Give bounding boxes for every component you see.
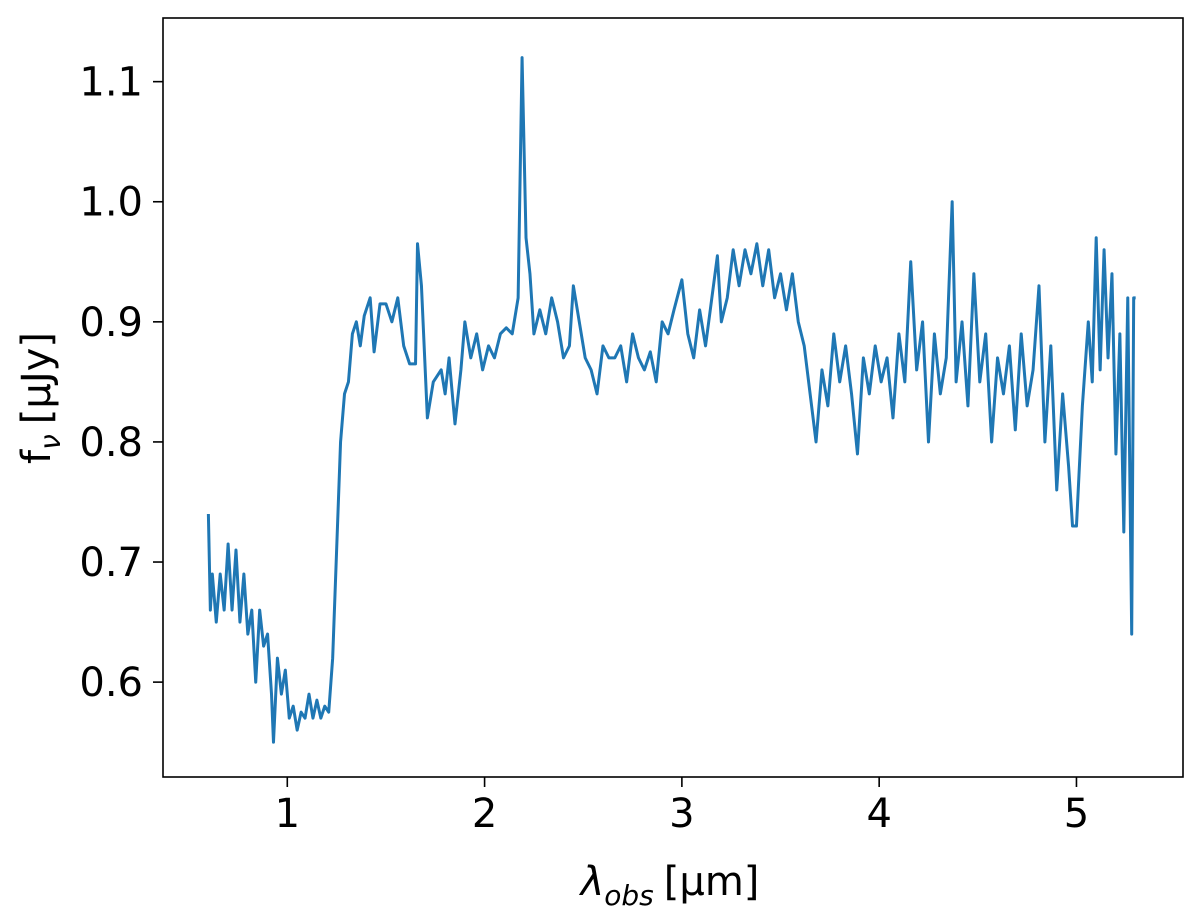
x-axis-label: λobs [μm] (579, 859, 760, 912)
y-tick-label: 1.0 (79, 180, 143, 226)
spectrum-line (206, 56, 1136, 744)
y-label-rest: [μJy] (14, 332, 60, 424)
x-tick-label: 2 (472, 791, 497, 837)
y-tick-label: 0.9 (79, 300, 143, 346)
x-tick-label: 1 (275, 791, 300, 837)
x-label-subscript: obs (604, 879, 654, 912)
x-label-main: λ (579, 859, 605, 905)
y-label-main: f (14, 449, 60, 464)
x-tick-label: 3 (669, 791, 694, 837)
x-tick-label: 4 (866, 791, 891, 837)
y-tick-label: 0.7 (79, 540, 143, 586)
x-label-rest: [μm] (664, 859, 760, 905)
plot-frame (162, 17, 1184, 778)
y-tick-label: 1.1 (79, 60, 143, 106)
y-axis-label: fν [μJy] (14, 332, 67, 464)
y-label-subscript: ν (34, 434, 67, 450)
x-tick-label: 5 (1064, 791, 1089, 837)
y-tick-label: 0.6 (79, 660, 143, 706)
y-tick-label: 0.8 (79, 420, 143, 466)
